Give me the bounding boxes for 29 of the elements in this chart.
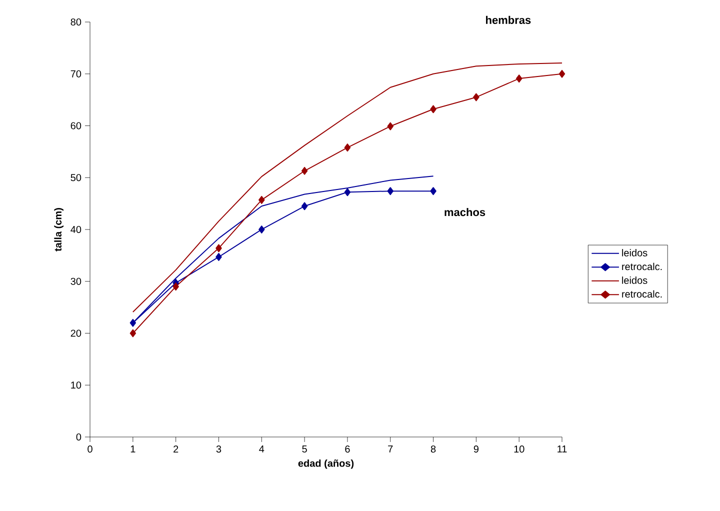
legend-label: retrocalc.: [622, 262, 662, 270]
annotation: machos: [444, 208, 486, 216]
x-tick-label: 10: [514, 446, 524, 453]
y-tick-label: 60: [70, 122, 82, 130]
y-tick-label: 10: [71, 382, 82, 389]
x-tick-label: 11: [558, 446, 567, 452]
legend-label: retrocalc.: [622, 290, 662, 298]
y-tick-label: 50: [70, 174, 82, 182]
x-tick-label: 5: [302, 446, 307, 452]
y-tick-label: 70: [70, 70, 82, 78]
x-tick-label: 9: [474, 446, 478, 453]
annotation: hembras: [486, 16, 531, 24]
legend-label: leidos: [622, 276, 648, 284]
x-tick-label: 8: [430, 446, 436, 453]
x-tick-label: 3: [216, 446, 222, 453]
x-tick-label: 6: [345, 446, 350, 453]
x-tick-label: 4: [259, 446, 264, 452]
x-tick-label: 7: [388, 446, 393, 452]
y-tick-label: 40: [70, 226, 82, 234]
y-tick-label: 20: [70, 330, 82, 337]
x-tick-label: 2: [174, 446, 178, 452]
x-axis-title: edad (años): [298, 459, 354, 469]
legend-label: leidos: [622, 249, 648, 256]
y-axis-title: talla (cm): [54, 208, 64, 252]
y-tick-label: 0: [76, 433, 82, 441]
x-tick-label: 0: [88, 446, 92, 453]
y-tick-label: 30: [70, 278, 82, 285]
y-tick-label: 80: [70, 18, 82, 26]
x-tick-label: 1: [130, 446, 136, 452]
